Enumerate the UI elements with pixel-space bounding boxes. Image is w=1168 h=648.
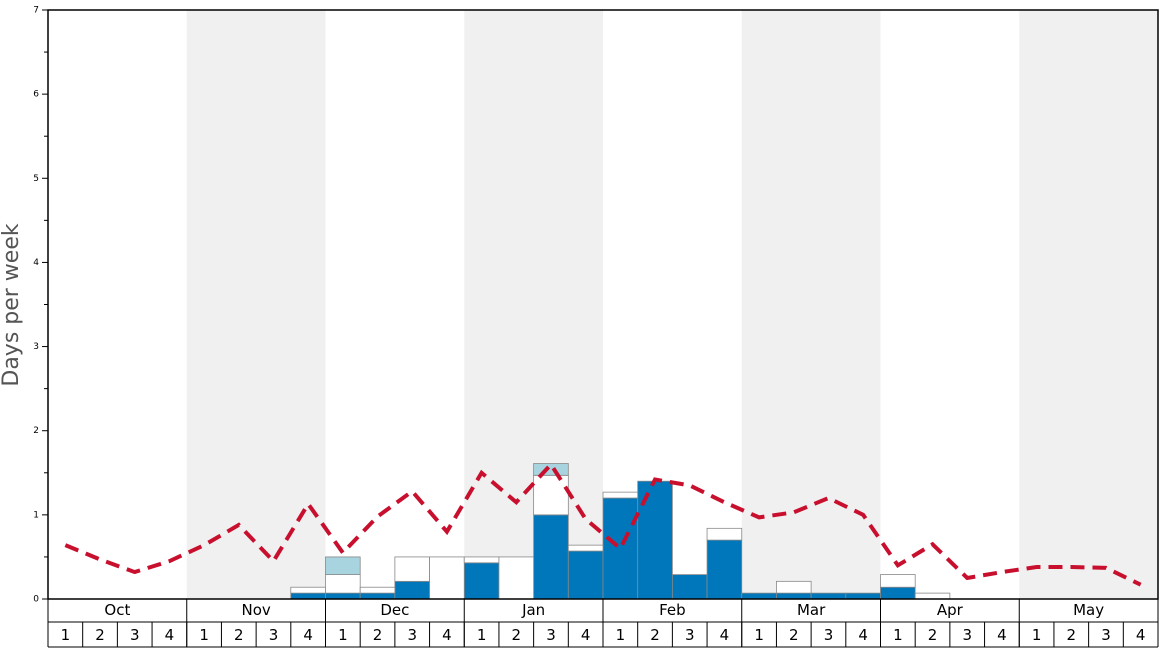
bar-segment	[498, 556, 535, 600]
bar-segment	[602, 491, 639, 499]
bar-segment	[290, 586, 326, 594]
x-tick-label: 2	[234, 626, 244, 644]
x-tick-label: 1	[1032, 626, 1042, 644]
x-tick-label: 4	[997, 626, 1007, 644]
month-label: Mar	[797, 601, 826, 619]
x-tick-label: 2	[789, 626, 799, 644]
bar-segment	[567, 544, 604, 552]
month-label: Nov	[241, 601, 270, 619]
bar-segment	[359, 586, 396, 594]
bar-segment	[325, 574, 361, 594]
x-tick-label: 1	[61, 626, 71, 644]
bar-segment	[394, 556, 430, 582]
x-tick-label: 4	[303, 626, 313, 644]
bar-segment	[533, 463, 569, 476]
x-tick-label: 3	[824, 626, 834, 644]
x-tick-label: 3	[1101, 626, 1111, 644]
bar-segment	[810, 592, 847, 600]
x-tick-label: 3	[269, 626, 279, 644]
bar-segment	[880, 586, 916, 600]
x-tick-label: 3	[962, 626, 972, 644]
x-tick-label: 4	[720, 626, 730, 644]
x-tick-label: 4	[581, 626, 591, 644]
x-tick-label: 3	[130, 626, 140, 644]
bar-segment	[533, 514, 569, 600]
x-tick-label: 4	[165, 626, 175, 644]
bar-segment	[776, 592, 812, 600]
y-axis-label: Days per week	[0, 223, 24, 386]
bar-segment	[394, 580, 430, 600]
x-tick-label: 1	[893, 626, 903, 644]
y-tick-label: 2	[33, 426, 39, 436]
bar-segment	[567, 550, 604, 600]
y-tick-label: 5	[33, 174, 39, 184]
y-tick-label: 7	[33, 6, 39, 16]
bar-segment	[671, 574, 708, 600]
x-tick-label: 3	[685, 626, 695, 644]
month-band	[186, 10, 326, 599]
bar-segment	[533, 474, 569, 516]
x-tick-label: 2	[928, 626, 938, 644]
month-label: Oct	[104, 601, 130, 619]
x-tick-label: 2	[512, 626, 522, 644]
bar-segment	[359, 592, 396, 600]
bar-segment	[463, 556, 500, 564]
x-tick-label: 2	[1067, 626, 1077, 644]
y-tick-label: 4	[33, 258, 39, 268]
month-band	[741, 10, 881, 599]
x-tick-label: 1	[754, 626, 764, 644]
x-tick-label: 4	[442, 626, 452, 644]
month-label: Jan	[521, 601, 545, 619]
bar-segment	[637, 480, 673, 600]
bar-segment	[325, 592, 361, 600]
x-tick-label: 3	[407, 626, 417, 644]
bar-segment	[706, 527, 743, 541]
bar-segment	[776, 580, 812, 594]
bar-segment	[429, 556, 465, 600]
bar-segment	[741, 592, 777, 600]
month-label: May	[1073, 601, 1104, 619]
x-tick-label: 1	[477, 626, 487, 644]
x-tick-label: 4	[1136, 626, 1146, 644]
month-label: Apr	[937, 601, 964, 619]
x-tick-label: 1	[199, 626, 209, 644]
x-tick-label: 3	[546, 626, 556, 644]
bar-segment	[290, 592, 326, 600]
month-band	[1019, 10, 1158, 599]
bar-segment	[914, 592, 951, 600]
y-tick-label: 1	[33, 510, 39, 520]
x-tick-label: 2	[650, 626, 660, 644]
month-label: Dec	[380, 601, 409, 619]
y-tick-label: 0	[33, 595, 39, 605]
x-tick-label: 4	[858, 626, 868, 644]
x-tick-label: 2	[95, 626, 105, 644]
bar-segment	[602, 497, 639, 600]
month-label: Feb	[659, 601, 686, 619]
x-tick-label: 1	[616, 626, 626, 644]
x-tick-label: 2	[373, 626, 383, 644]
bar-segment	[845, 592, 881, 600]
y-tick-label: 6	[33, 90, 39, 100]
bar-segment	[706, 539, 743, 600]
x-tick-label: 1	[338, 626, 348, 644]
bar-segment	[325, 556, 361, 575]
bar-segment	[463, 562, 500, 600]
y-tick-label: 3	[33, 342, 39, 352]
bar-segment	[880, 574, 916, 588]
